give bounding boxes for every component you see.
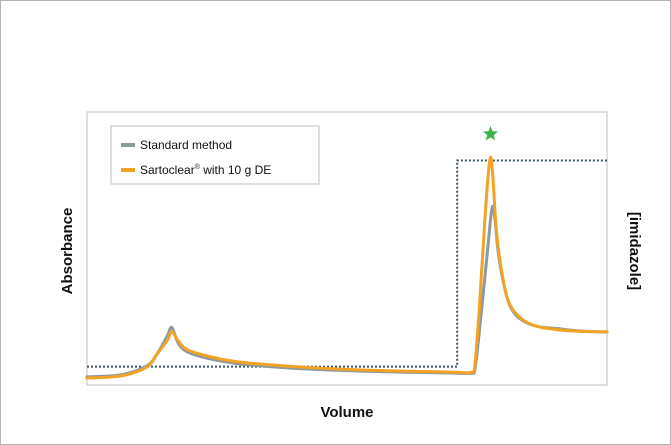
series-layer (85, 155, 609, 380)
series-line-standard-method (85, 204, 609, 379)
legend-label-standard-method: Standard method (140, 138, 232, 152)
legend-label-sartoclear: Sartoclear® with 10 g DE (140, 163, 271, 177)
y-axis-label: Absorbance (59, 208, 76, 295)
x-axis-label: Volume (320, 404, 373, 421)
series-line-imidazole (87, 159, 607, 368)
plot-area (86, 111, 608, 386)
series-line-sartoclear (85, 155, 609, 380)
y2-axis-label: [imidazole] (626, 212, 643, 290)
peak-star-icon (482, 126, 499, 141)
annotation-layer (482, 126, 499, 141)
legend: Standard method Sartoclear® with 10 g DE (110, 125, 320, 185)
legend-box (110, 125, 320, 185)
